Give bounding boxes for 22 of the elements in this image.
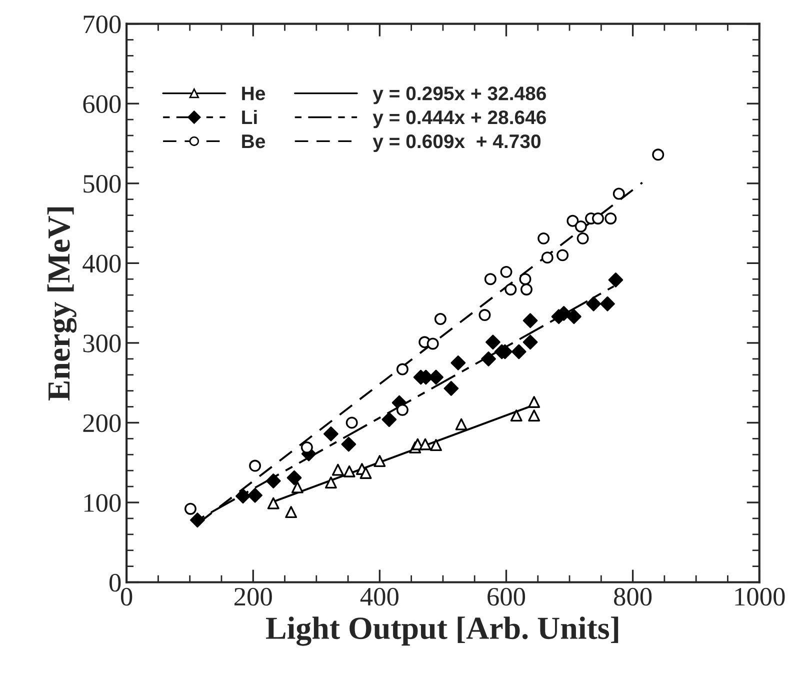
legend-label: He bbox=[242, 86, 266, 100]
x-tick-label: 0 bbox=[120, 588, 132, 606]
y-tick-label: 0 bbox=[110, 574, 121, 592]
legend-label: y = 0.609x + 4.730 bbox=[372, 134, 540, 152]
legend-label: Li bbox=[242, 110, 257, 124]
x-tick-label: 1000 bbox=[735, 588, 785, 606]
x-tick-label: 200 bbox=[234, 588, 272, 606]
x-tick-label: 400 bbox=[360, 588, 398, 606]
y-axis-title: Energy [MeV] bbox=[47, 207, 77, 401]
x-axis-title: Light Output [Arb. Units] bbox=[266, 616, 618, 646]
legend-label: Be bbox=[242, 134, 266, 148]
x-tick-label: 800 bbox=[614, 588, 652, 606]
y-tick-label: 100 bbox=[84, 494, 121, 512]
legend-label: y = 0.444x + 28.646 bbox=[372, 110, 546, 128]
y-tick-label: 600 bbox=[83, 95, 121, 114]
y-tick-label: 200 bbox=[83, 414, 121, 432]
legend-label: y = 0.295x + 32.486 bbox=[372, 86, 546, 104]
y-tick-label: 300 bbox=[83, 334, 121, 352]
y-tick-label: 700 bbox=[84, 15, 121, 34]
y-tick-label: 500 bbox=[84, 174, 121, 193]
x-tick-label: 600 bbox=[488, 588, 526, 606]
y-tick-label: 400 bbox=[82, 254, 121, 273]
